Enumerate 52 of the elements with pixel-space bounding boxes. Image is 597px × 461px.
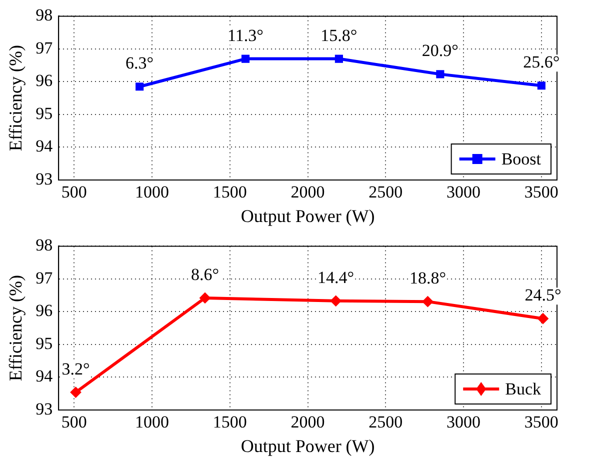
point: [537, 313, 548, 324]
annotation: 6.3°: [126, 54, 154, 73]
x-tick-label: 3500: [524, 182, 558, 202]
x-tick-label: 2500: [368, 412, 403, 432]
x-tick-label: 500: [61, 182, 87, 202]
y-tick-label: 93: [36, 399, 53, 418]
point: [436, 70, 444, 78]
y-tick-label: 97: [36, 268, 54, 288]
annotation: 15.8°: [320, 26, 358, 45]
annotation: 3.2°: [62, 359, 90, 378]
x-axis-title: Output Power (W): [240, 206, 375, 226]
x-tick-label: 1000: [135, 412, 170, 432]
point: [136, 82, 144, 91]
y-tick-label: 94: [36, 136, 54, 156]
x-tick-label: 3000: [446, 412, 481, 432]
point: [200, 292, 211, 304]
y-tick-label: 93: [36, 169, 53, 188]
y-tick-label: 98: [36, 6, 53, 25]
x-tick-label: 1500: [212, 412, 247, 432]
annotation: 11.3°: [228, 26, 264, 45]
y-tick-label: 96: [36, 71, 53, 90]
x-tick-label: 2000: [290, 182, 325, 202]
x-tick-label: 500: [61, 412, 87, 432]
x-tick-label: 2500: [368, 182, 403, 202]
point: [70, 386, 82, 398]
x-tick-label: 1000: [135, 182, 170, 202]
point: [537, 82, 546, 90]
y-tick-label: 95: [36, 104, 53, 123]
y-axis-title: Efficiency (%): [6, 275, 26, 382]
point: [422, 296, 434, 308]
y-tick-label: 94: [36, 366, 54, 386]
x-tick-label: 1500: [212, 182, 247, 202]
annotation: 14.4°: [318, 268, 354, 287]
annotation: 25.6°: [523, 52, 560, 72]
legend-label: Buck: [505, 379, 542, 398]
y-tick-label: 97: [36, 38, 54, 58]
y-tick-label: 96: [36, 301, 53, 320]
x-tick-label: 3500: [524, 412, 558, 432]
x-axis-title: Output Power (W): [240, 436, 375, 456]
legend-label: Boost: [501, 149, 542, 168]
annotation: 18.8°: [409, 268, 446, 288]
x-tick-label: 2000: [290, 412, 325, 432]
point: [330, 295, 342, 306]
point: [334, 54, 343, 63]
x-tick-label: 3000: [446, 182, 481, 202]
annotation: 8.6°: [190, 264, 220, 284]
y-tick-label: 98: [36, 236, 53, 255]
y-axis-title: Efficiency (%): [6, 45, 26, 152]
annotation: 24.5°: [524, 286, 562, 305]
y-tick-label: 95: [36, 334, 53, 353]
annotation: 20.9°: [422, 41, 458, 60]
point: [241, 54, 250, 63]
